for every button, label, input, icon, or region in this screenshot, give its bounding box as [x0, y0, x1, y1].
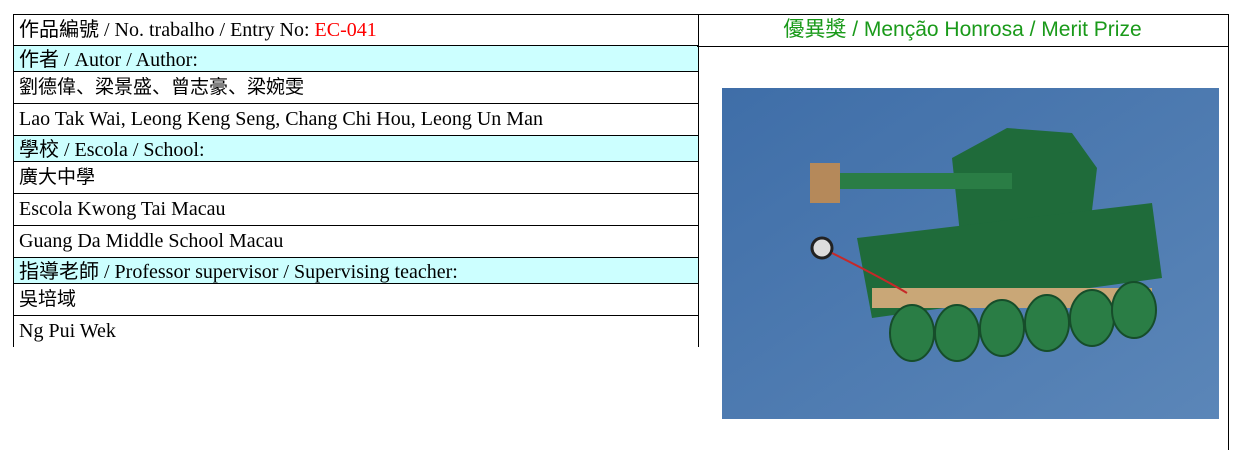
section-line: Escola Kwong Tai Macau [14, 193, 698, 225]
info-column: 作品編號 / No. trabalho / Entry No: EC-041 作… [13, 14, 699, 347]
prize: 優異獎 / Menção Honrosa / Merit Prize [697, 14, 1228, 47]
sections: 作者 / Autor / Author: 劉德偉、梁景盛、曾志豪、梁婉雯 Lao T… [14, 45, 698, 347]
section-line: Ng Pui Wek [14, 315, 698, 347]
section-line: 廣大中學 [14, 161, 698, 193]
section-line: Lao Tak Wai, Leong Keng Seng, Chang Chi … [14, 103, 698, 135]
section-heading: 指導老師 / Professor supervisor / Supervisin… [14, 257, 698, 283]
section-line: 劉德偉、梁景盛、曾志豪、梁婉雯 [14, 71, 698, 103]
section-line: Guang Da Middle School Macau [14, 225, 698, 257]
entry-row: 作品編號 / No. trabalho / Entry No: EC-041 [14, 14, 698, 45]
section-line: 吳培域 [14, 283, 698, 315]
section-heading: 學校 / Escola / School: [14, 135, 698, 161]
entry-number: EC-041 [314, 19, 377, 41]
prize-column: 優異獎 / Menção Honrosa / Merit Prize [697, 14, 1229, 450]
section-heading: 作者 / Autor / Author: [14, 45, 698, 71]
entry-label: 作品編號 / No. trabalho / Entry No: [19, 19, 310, 41]
entry-photo [722, 88, 1219, 419]
